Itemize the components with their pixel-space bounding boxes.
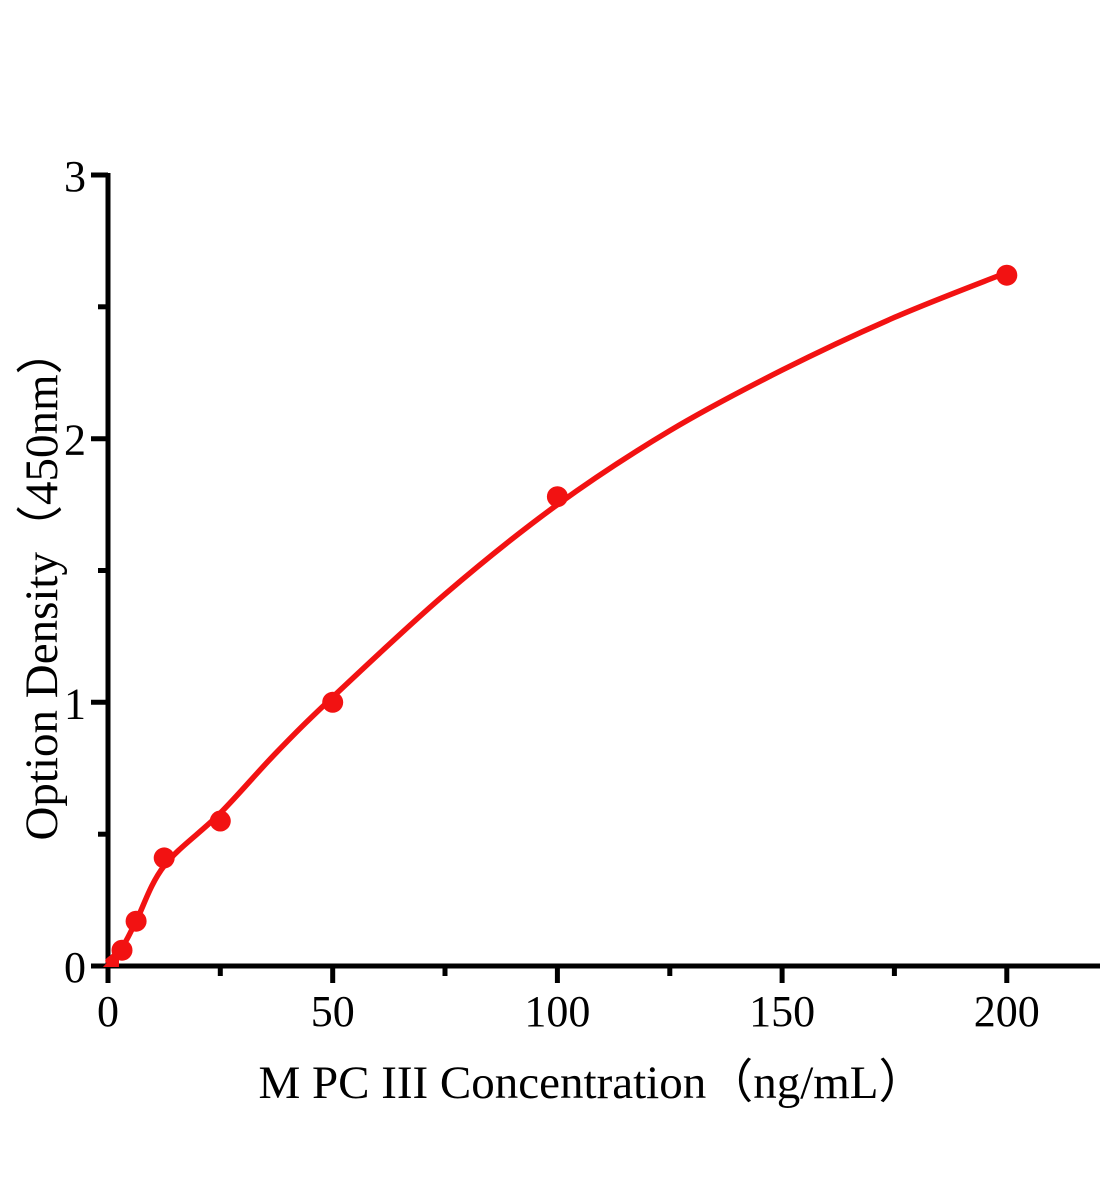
data-point (546, 486, 568, 508)
x-tick-label: 0 (97, 987, 119, 1036)
data-point (996, 264, 1018, 286)
y-tick-label: 1 (64, 679, 86, 728)
data-point (322, 691, 344, 713)
y-tick-label: 3 (64, 152, 86, 201)
x-tick-label: 150 (749, 987, 815, 1036)
data-point (153, 847, 175, 869)
data-point (125, 910, 147, 932)
data-point (209, 810, 231, 832)
data-point (111, 939, 133, 961)
points-layer (103, 264, 1018, 967)
curve-layer (105, 269, 1010, 964)
x-tick-label: 200 (974, 987, 1040, 1036)
axes-layer: 0 50 100 150 200 0 1 2 3 (64, 152, 1100, 1036)
fit-curve (105, 269, 1010, 964)
y-tick-label: 2 (64, 416, 86, 465)
x-axis-title: M PC III Concentration（ng/mL） (258, 1057, 925, 1109)
y-tick-label: 0 (64, 943, 86, 992)
x-tick-label: 100 (524, 987, 590, 1036)
x-tick-label: 50 (311, 987, 355, 1036)
y-axis-title: Option Density（450nm） (16, 327, 68, 840)
